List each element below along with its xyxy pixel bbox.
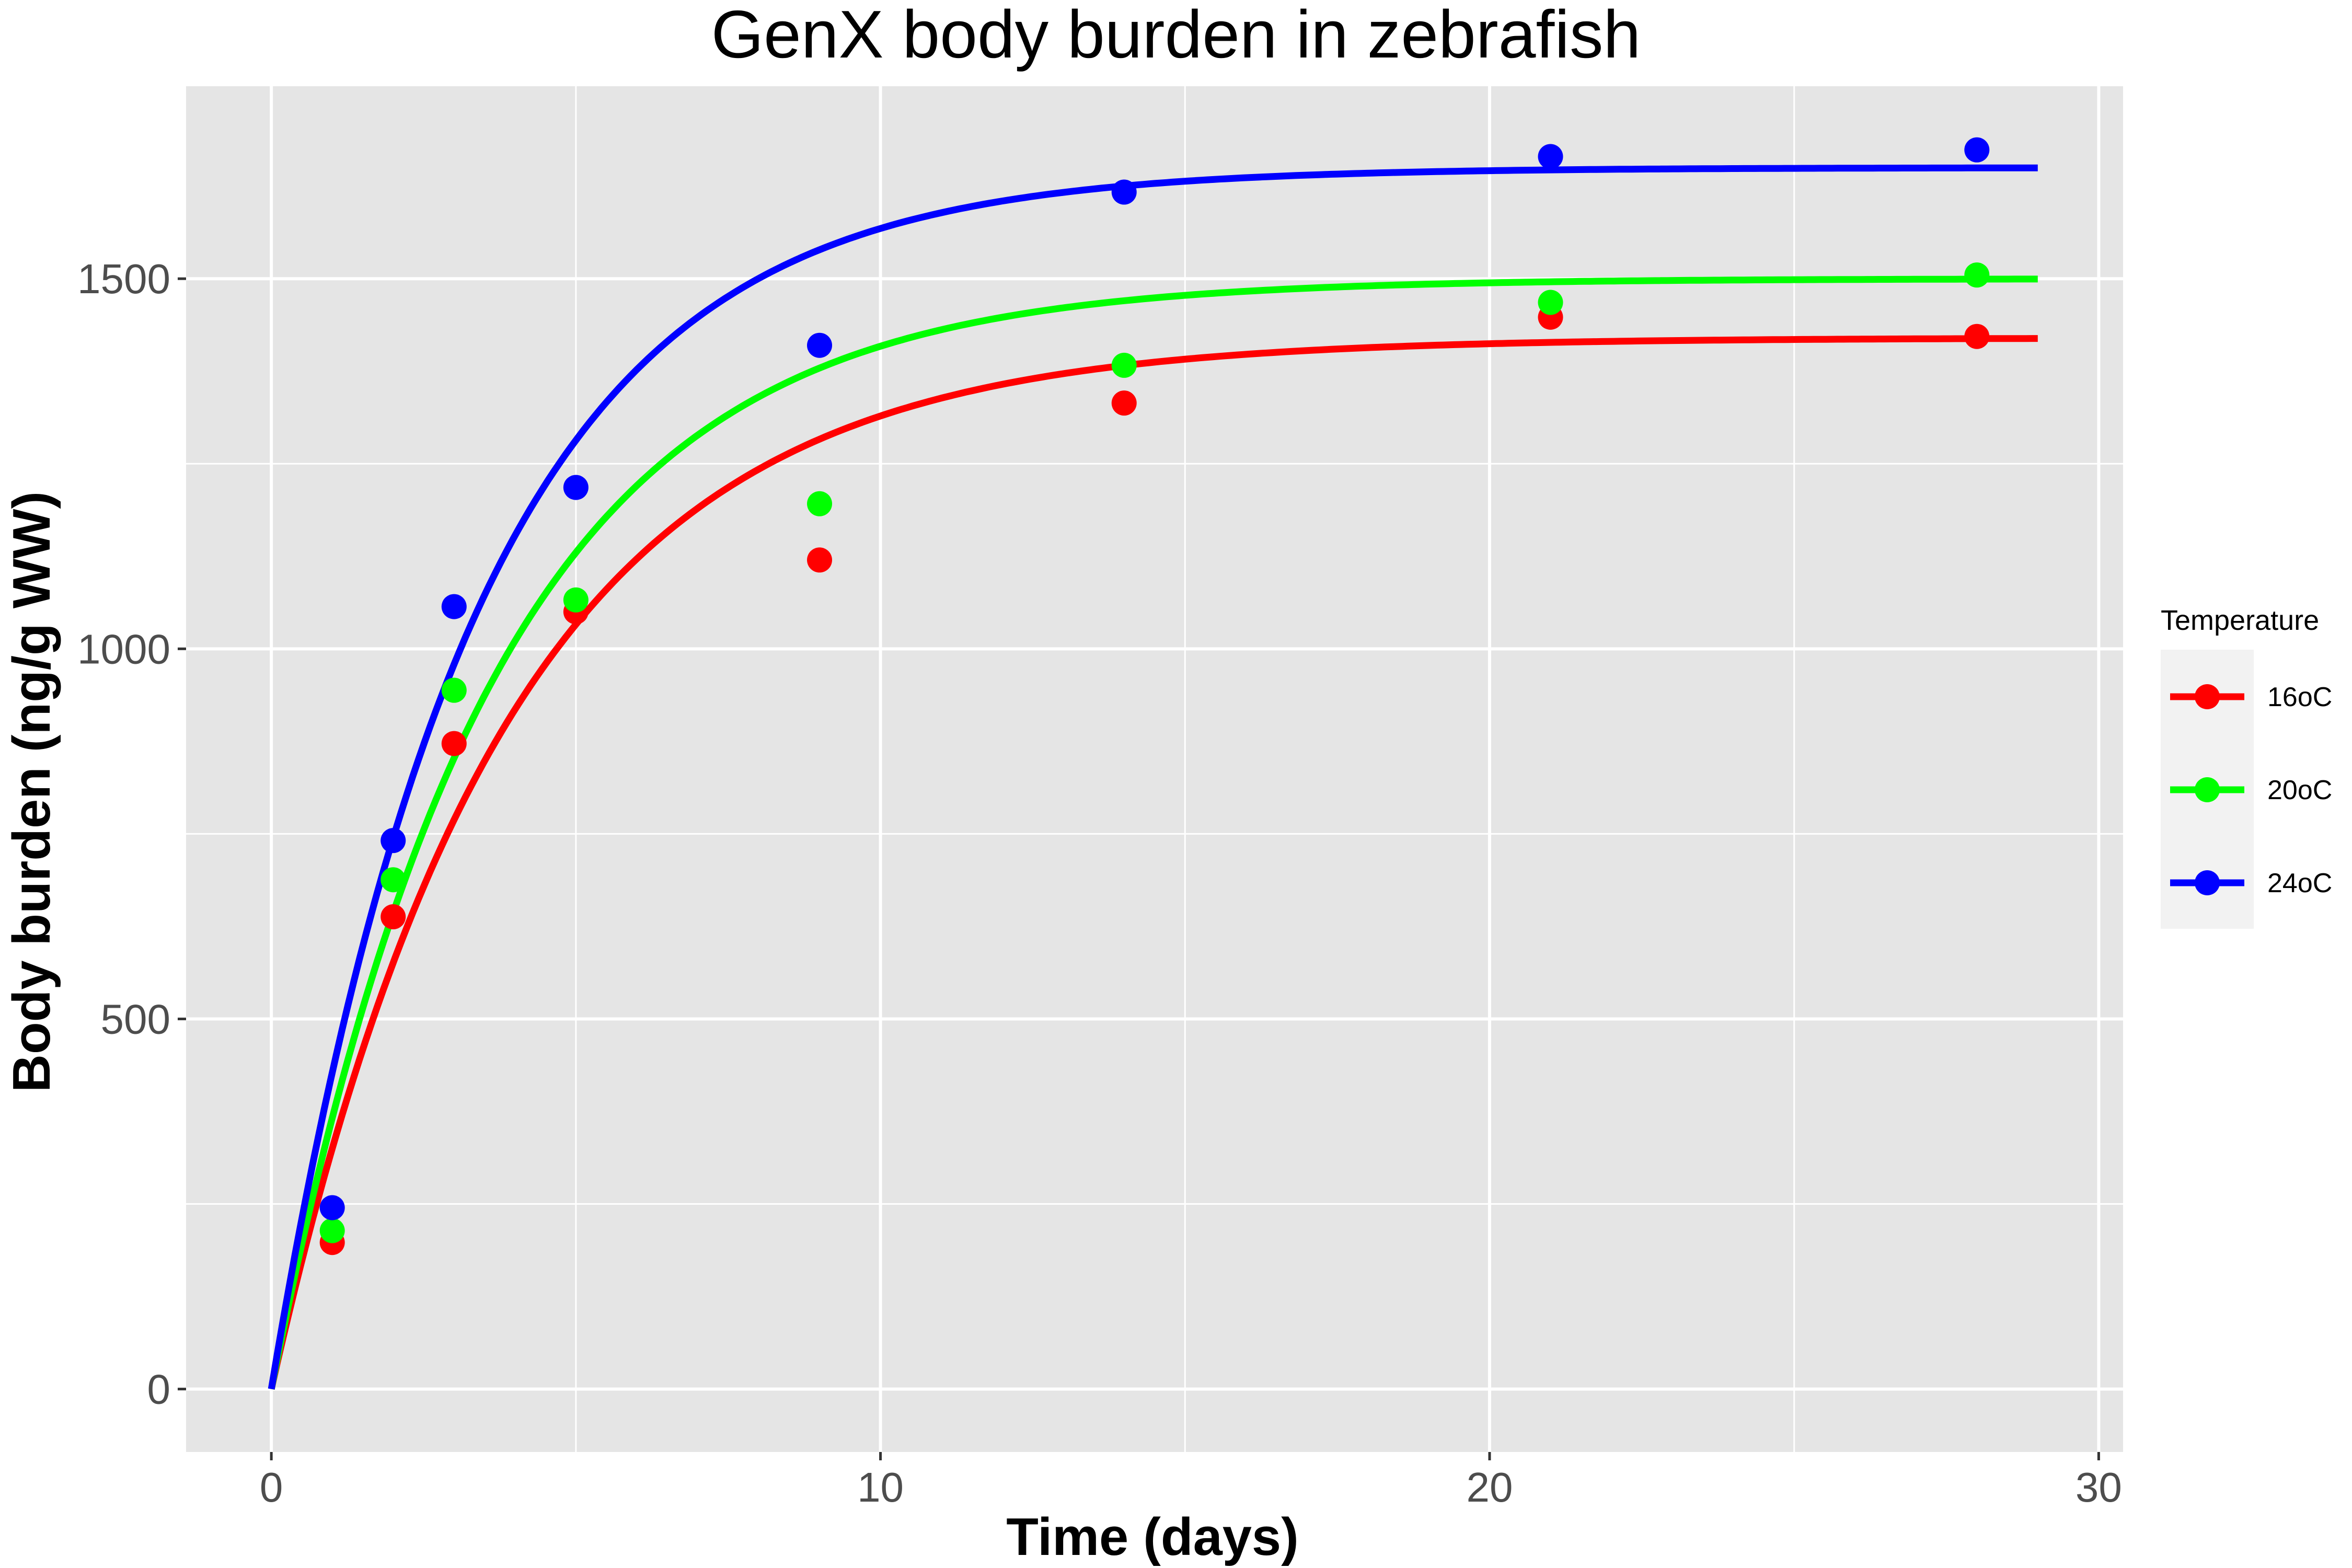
point-16oC-4 (807, 547, 833, 573)
point-24oC-7 (1964, 137, 1990, 163)
fit-line-20oC (268, 275, 2038, 1390)
point-20oC-6 (1538, 290, 1563, 315)
legend-key-point-24oC (2195, 870, 2220, 895)
x-tick-label-0: 0 (260, 1464, 283, 1511)
point-20oC-7 (1964, 262, 1990, 288)
grid-major (186, 86, 2123, 1452)
grid-minor (186, 86, 2123, 1452)
point-24oC-1 (381, 828, 406, 854)
point-24oC-3 (563, 475, 589, 500)
point-20oC-0 (319, 1218, 345, 1243)
point-24oC-2 (441, 594, 467, 619)
fit-line-16oC (268, 335, 2038, 1390)
y-tick-label-0: 0 (147, 1366, 171, 1413)
point-20oC-5 (1111, 352, 1137, 378)
y-tick-label-500: 500 (101, 996, 170, 1042)
legend-label-20oC: 20oC (2267, 775, 2332, 805)
x-tick-labels: 0 10 20 30 (260, 1464, 2122, 1511)
point-16oC-5 (1111, 390, 1137, 416)
plot-panel (186, 86, 2123, 1452)
y-axis-title: Body burden (ng/g WW) (3, 491, 61, 1092)
x-axis-title: Time (days) (1006, 1508, 1298, 1566)
point-20oC-3 (563, 587, 589, 613)
legend-key-point-16oC (2195, 684, 2220, 709)
x-tick-label-10: 10 (857, 1464, 904, 1511)
point-20oC-4 (807, 491, 833, 516)
legend: Temperature 16oC 20oC 24oC (2161, 605, 2332, 929)
point-24oC-5 (1111, 179, 1137, 205)
point-20oC-1 (381, 867, 406, 893)
legend-items: 16oC 20oC 24oC (2170, 682, 2332, 898)
point-16oC-1 (381, 904, 406, 930)
legend-label-16oC: 16oC (2267, 682, 2332, 712)
x-tick-label-20: 20 (1466, 1464, 1513, 1511)
fit-line-24oC (268, 164, 2038, 1390)
chart-title: GenX body burden in zebrafish (711, 0, 1641, 72)
y-tick-label-1500: 1500 (77, 256, 170, 302)
point-16oC-7 (1964, 324, 1990, 349)
point-20oC-2 (441, 677, 467, 703)
legend-label-24oC: 24oC (2267, 868, 2332, 898)
y-tick-label-1000: 1000 (77, 626, 170, 672)
legend-key-point-20oC (2195, 777, 2220, 802)
axis-ticks (178, 277, 2100, 1460)
point-24oC-4 (807, 332, 833, 358)
point-24oC-6 (1538, 144, 1563, 169)
legend-title: Temperature (2161, 605, 2319, 636)
point-24oC-0 (319, 1195, 345, 1220)
point-16oC-2 (441, 731, 467, 756)
data-points (319, 137, 1990, 1255)
x-tick-label-30: 30 (2076, 1464, 2122, 1511)
fit-lines (268, 164, 2038, 1390)
y-tick-labels: 0 500 1000 1500 (77, 256, 170, 1412)
